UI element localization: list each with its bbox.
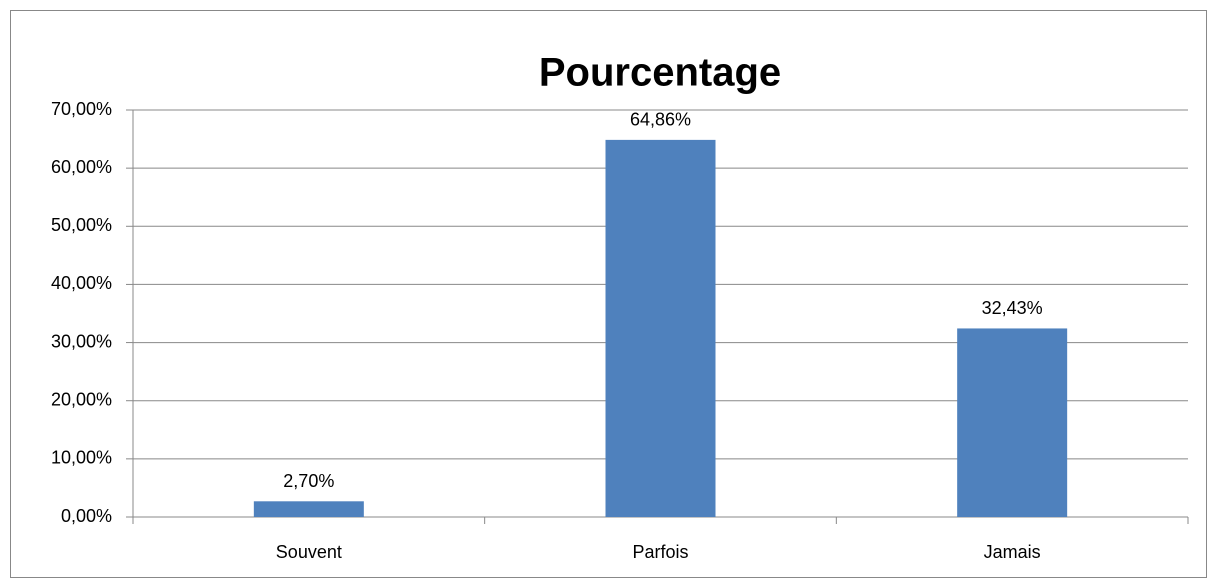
x-tick-label: Souvent <box>276 542 342 562</box>
y-tick-label: 20,00% <box>51 389 112 409</box>
data-label: 32,43% <box>982 298 1043 318</box>
bar <box>253 501 364 517</box>
data-label: 2,70% <box>283 471 334 491</box>
y-tick-label: 0,00% <box>61 506 112 526</box>
x-tick-label: Parfois <box>632 542 688 562</box>
y-tick-label: 60,00% <box>51 157 112 177</box>
y-tick-label: 30,00% <box>51 331 112 351</box>
y-tick-label: 40,00% <box>51 273 112 293</box>
y-tick-label: 70,00% <box>51 99 112 119</box>
x-tick-label: Jamais <box>984 542 1041 562</box>
bar <box>605 139 716 517</box>
data-label: 64,86% <box>630 110 691 130</box>
y-tick-label: 50,00% <box>51 215 112 235</box>
bar <box>957 328 1068 517</box>
y-tick-label: 10,00% <box>51 448 112 468</box>
chart-title: Pourcentage <box>539 51 781 95</box>
